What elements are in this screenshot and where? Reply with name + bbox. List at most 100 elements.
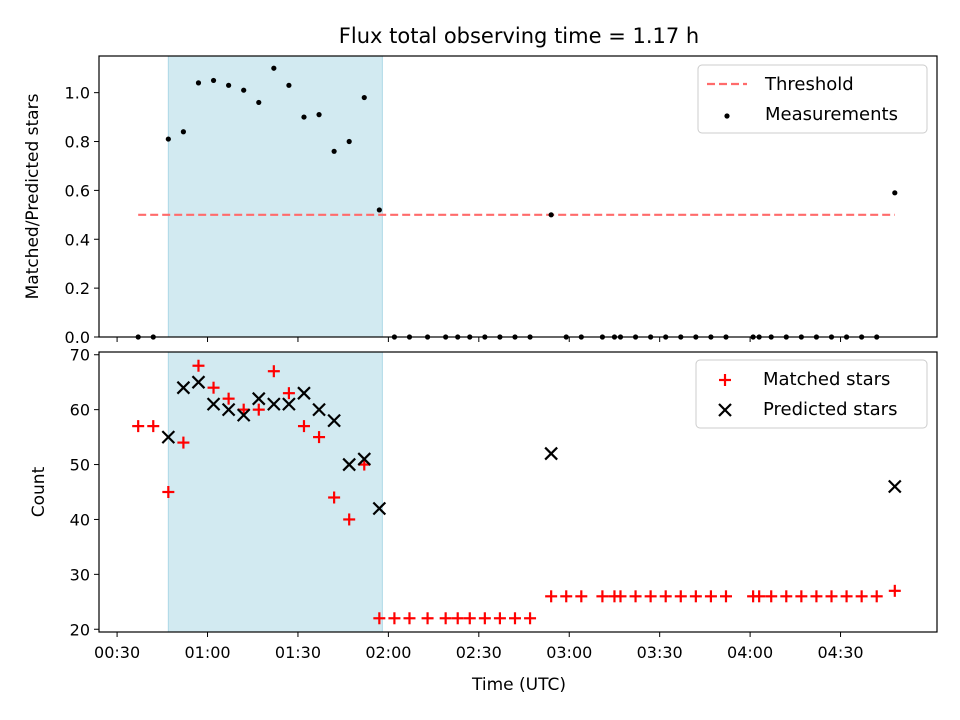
matched-stars-point — [403, 612, 416, 625]
measurement-point — [892, 190, 898, 196]
matched-stars-point — [753, 590, 766, 603]
matched-stars-point — [855, 590, 868, 603]
predicted-stars-point — [297, 386, 311, 400]
matched-stars-point — [780, 590, 793, 603]
top-y-axis: 0.0 0.2 0.4 0.6 0.8 1.0 — [65, 84, 99, 347]
matched-stars-point — [629, 590, 642, 603]
matched-stars-point — [870, 590, 883, 603]
measurement-point — [226, 82, 232, 88]
matched-stars-point — [207, 381, 220, 394]
top-y-tick-label: 0.2 — [65, 279, 90, 298]
matched-stars-point — [508, 612, 521, 625]
bottom-y-tick-label: 40 — [70, 510, 90, 529]
top-x-axis — [116, 337, 842, 342]
predicted-stars-point — [161, 430, 176, 444]
matched-stars-point — [596, 590, 609, 603]
measurement-point — [271, 65, 277, 71]
measurements-legend-label: Measurements — [765, 104, 898, 125]
matched-stars-point — [560, 590, 573, 603]
measurement-point — [331, 148, 337, 154]
top-axes-frame — [98, 55, 938, 338]
predicted-stars-point — [342, 457, 356, 472]
measurements-legend-swatch — [724, 113, 730, 119]
matched-stars-point — [825, 590, 838, 603]
matched-stars-point — [421, 612, 434, 625]
x-tick-label: 02:30 — [456, 643, 502, 662]
top-y-tick-label: 1.0 — [65, 84, 90, 103]
matched-stars-point — [439, 612, 452, 625]
matched-stars-point — [840, 590, 853, 603]
predicted-stars-point — [206, 397, 221, 411]
matched-stars-point — [478, 612, 491, 625]
bottom-y-tick-label: 60 — [70, 401, 90, 420]
matched-stars-point — [524, 612, 537, 625]
threshold-legend-label: Threshold — [764, 74, 854, 95]
predicted-legend-label: Predicted stars — [763, 399, 897, 420]
measurement-point — [180, 129, 187, 135]
measurement-point — [210, 77, 217, 84]
bottom-y-tick-label: 30 — [70, 565, 90, 584]
predicted-stars-point — [888, 479, 902, 494]
matched-legend-label: Matched stars — [763, 369, 890, 390]
predicted-stars-point — [357, 452, 372, 466]
x-tick-label: 04:30 — [817, 643, 863, 662]
measurement-point — [346, 138, 352, 145]
matched-stars-point — [810, 590, 823, 603]
bottom-legend-box — [695, 359, 928, 429]
x-tick-label: 04:00 — [727, 643, 773, 662]
matched-stars-point — [297, 420, 310, 433]
predicted-stars-point — [251, 391, 266, 406]
bottom-plot-area — [132, 359, 902, 625]
matched-stars-point — [313, 431, 326, 444]
matched-stars-point — [222, 392, 235, 405]
matched-stars-point — [177, 436, 190, 449]
matched-stars-point — [282, 387, 295, 400]
predicted-stars-point — [312, 402, 326, 417]
measurement-point — [165, 136, 171, 142]
top-y-tick-label: 0.6 — [65, 181, 90, 200]
top-panel: 0.0 0.2 0.4 0.6 0.8 1.0 Matched/Predicted sta… — [23, 55, 938, 347]
x-tick-label: 03:00 — [546, 643, 592, 662]
matched-stars-point — [689, 590, 702, 603]
bottom-y-axis: 20 30 40 50 60 70 — [70, 346, 99, 639]
predicted-legend-swatch — [718, 403, 732, 417]
matched-stars-point — [545, 590, 558, 603]
matched-stars-point — [162, 486, 175, 498]
top-highlight-span — [167, 55, 383, 338]
predicted-stars-point — [236, 408, 251, 422]
measurement-point — [286, 82, 292, 88]
bottom-axes-frame — [98, 351, 938, 633]
bottom-y-tick-label: 20 — [70, 620, 90, 639]
matched-stars-point — [795, 590, 808, 603]
matched-stars-point — [765, 590, 778, 603]
matched-stars-point — [463, 612, 476, 625]
bottom-y-tick-label: 50 — [70, 456, 90, 475]
top-y-axis-label: Matched/Predicted stars — [23, 93, 43, 299]
chart-title: Flux total observing time = 1.17 h — [339, 24, 699, 48]
predicted-stars-point — [372, 501, 387, 516]
measurement-point — [376, 207, 382, 213]
x-tick-label: 02:00 — [365, 643, 411, 662]
matched-stars-point — [388, 612, 401, 625]
x-tick-label: 01:00 — [184, 643, 230, 662]
top-legend-box — [697, 64, 928, 134]
matched-stars-point — [147, 420, 160, 433]
matched-stars-point — [328, 491, 341, 504]
matched-stars-point — [493, 612, 506, 625]
matched-stars-point — [192, 359, 205, 372]
top-y-tick-label: 0.8 — [65, 133, 90, 152]
predicted-stars-point — [267, 397, 281, 411]
top-legend: Threshold Measurements — [697, 64, 928, 134]
bottom-legend: Matched stars Predicted stars — [695, 359, 928, 429]
predicted-stars-point — [176, 380, 191, 395]
measurement-point — [241, 87, 247, 93]
measurement-point — [195, 80, 202, 86]
predicted-stars-point — [191, 375, 206, 389]
matched-stars-point — [888, 584, 901, 597]
predicted-stars-point — [221, 402, 236, 417]
measurement-point — [301, 114, 307, 120]
x-axis-label: Time (UTC) — [471, 675, 566, 695]
bottom-x-axis: 00:30 01:00 01:30 02:00 02:30 03:00 03:30 04:00… — [94, 632, 864, 662]
predicted-stars-point — [282, 397, 296, 411]
